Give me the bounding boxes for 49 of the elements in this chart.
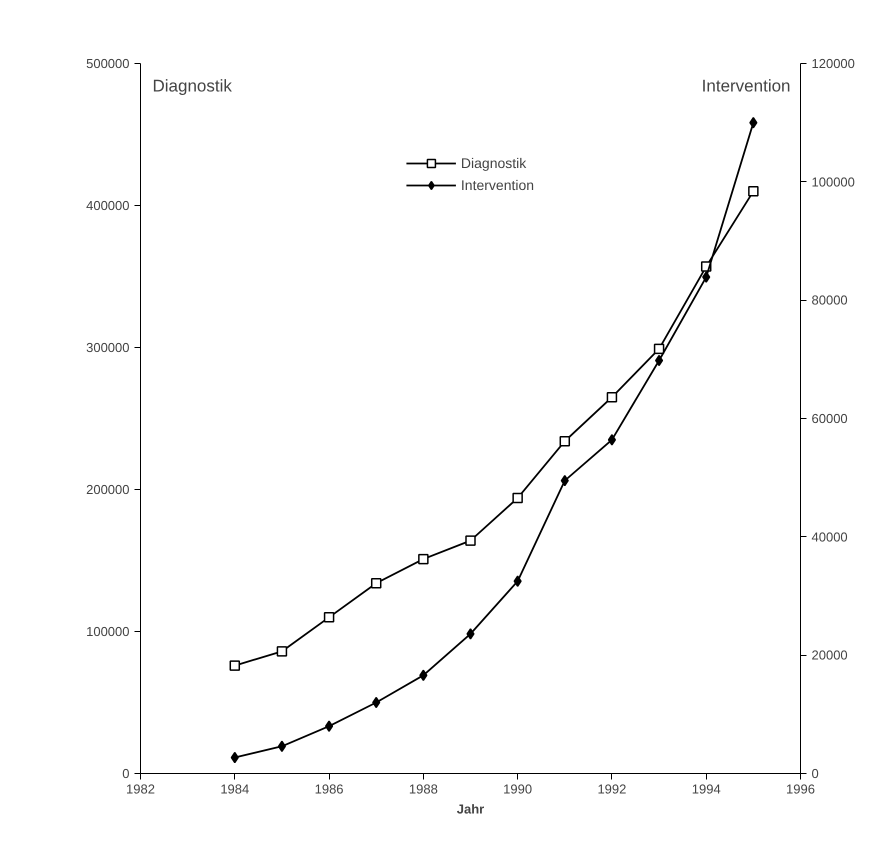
x-axis-title: Jahr [456, 802, 484, 816]
point [466, 628, 475, 640]
x-tick-label: 1988 [408, 782, 438, 796]
y-tick-label: 300000 [86, 340, 130, 355]
y2-tick-label: 40000 [812, 529, 848, 544]
y2-tick-label: 100000 [812, 174, 855, 190]
point [749, 116, 758, 128]
point [419, 670, 428, 682]
point [560, 436, 570, 446]
point [465, 535, 476, 546]
y2-axis-title: Intervention [702, 76, 791, 96]
x-tick-label: 1992 [597, 782, 626, 796]
y-tick-label: 0 [122, 766, 130, 781]
legend-label: Intervention [460, 177, 534, 193]
point [230, 660, 240, 671]
point [418, 554, 429, 564]
y-tick-label: 100000 [86, 624, 130, 639]
legend-label: Diagnostik [460, 155, 526, 171]
point [654, 344, 664, 354]
point [324, 612, 334, 623]
point [230, 752, 239, 764]
x-tick-label: 1994 [692, 782, 721, 796]
x-tick-label: 1990 [503, 782, 532, 796]
y-tick-label: 200000 [86, 482, 130, 497]
x-tick-label: 1982 [126, 782, 155, 796]
y-tick-label: 400000 [86, 198, 130, 213]
y2-tick-label: 0 [812, 766, 819, 781]
point [276, 646, 288, 657]
point [654, 354, 664, 366]
x-tick-label: 1984 [220, 782, 250, 796]
y-axis-title: Diagnostik [152, 76, 232, 96]
y2-tick-label: 120000 [812, 56, 855, 71]
point [702, 271, 710, 283]
x-tick-label: 1986 [314, 782, 344, 796]
point [748, 186, 759, 197]
point [560, 474, 569, 486]
point [372, 696, 380, 708]
point [608, 434, 616, 446]
point [512, 492, 523, 504]
point [370, 578, 382, 588]
point [324, 720, 334, 732]
point [514, 575, 522, 587]
y2-tick-label: 60000 [812, 411, 848, 426]
point [606, 392, 618, 402]
x-tick-label: 1996 [786, 782, 815, 796]
point [278, 740, 286, 752]
y-tick-label: 500000 [86, 56, 130, 71]
y2-tick-label: 80000 [812, 292, 848, 308]
y2-tick-label: 20000 [812, 648, 848, 663]
